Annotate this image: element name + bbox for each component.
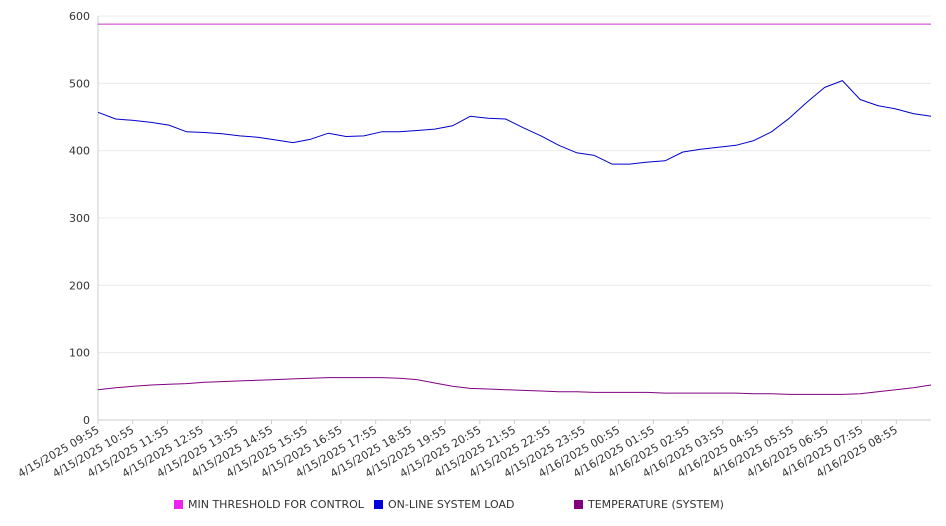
x-tick-labels: 4/15/2025 09:554/15/2025 10:554/15/2025 …	[16, 420, 900, 480]
legend-swatch-system-load	[374, 500, 383, 509]
series-line-temperature	[97, 377, 932, 395]
series-layer	[97, 23, 932, 395]
legend-swatch-min-threshold	[174, 500, 183, 509]
y-tick-label: 100	[69, 347, 90, 360]
y-tick-labels: 0 100 200 300 400 500 600	[69, 10, 90, 427]
y-tick-label: 0	[83, 414, 90, 427]
legend-swatch-temperature	[574, 500, 583, 509]
legend-label-min-threshold: MIN THRESHOLD FOR CONTROL	[188, 498, 364, 511]
y-tick-label: 400	[69, 145, 90, 158]
series-line-system-load	[97, 80, 932, 165]
gridlines	[98, 15, 931, 354]
legend-item-temperature[interactable]: TEMPERATURE (SYSTEM)	[574, 498, 724, 511]
legend-item-system-load[interactable]: ON-LINE SYSTEM LOAD	[374, 498, 514, 511]
legend-label-system-load: ON-LINE SYSTEM LOAD	[388, 498, 515, 511]
legend-item-min-threshold[interactable]: MIN THRESHOLD FOR CONTROL	[174, 498, 364, 511]
legend-label-temperature: TEMPERATURE (SYSTEM)	[588, 498, 724, 511]
y-tick-label: 500	[69, 77, 90, 90]
y-tick-label: 300	[69, 212, 90, 225]
y-tick-label: 600	[69, 10, 90, 23]
y-tick-label: 200	[69, 279, 90, 292]
